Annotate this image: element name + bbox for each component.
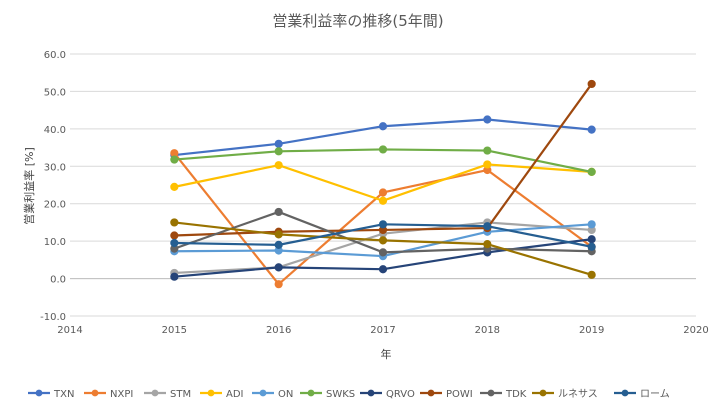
- legend-label: ルネサス: [558, 388, 598, 400]
- legend-swatch-marker: [487, 389, 495, 397]
- data-point: [587, 242, 596, 251]
- data-point: [274, 263, 283, 272]
- axes: -10.0 0.0 10.0 20.0 30.0 40.0 50.0 60.0 2014 2015…: [40, 50, 709, 336]
- x-tick-label: 2019: [579, 325, 604, 336]
- data-point: [170, 218, 179, 227]
- legend: TXN NXPI STM ADI ON SWKS QRVO POWI TDK ルネサス ローム: [28, 388, 670, 400]
- data-point: [274, 207, 283, 217]
- data-point: [587, 220, 596, 229]
- y-tick-label: 50.0: [44, 87, 66, 98]
- data-point: [170, 155, 179, 164]
- legend-item: SWKS: [300, 389, 355, 400]
- x-tick-label: 2020: [683, 325, 708, 336]
- series-ローム: [170, 220, 596, 251]
- data-point: [483, 160, 492, 169]
- legend-item: POWI: [420, 389, 473, 400]
- legend-item: ON: [252, 389, 293, 400]
- data-point: [378, 236, 388, 245]
- x-tick-label: 2018: [475, 325, 500, 336]
- legend-label: POWI: [446, 389, 473, 400]
- y-tick-label: 20.0: [44, 200, 66, 211]
- legend-item: NXPI: [84, 389, 133, 400]
- data-point: [378, 196, 388, 205]
- data-point: [587, 167, 596, 176]
- data-point: [587, 79, 596, 89]
- legend-swatch-marker: [367, 389, 375, 397]
- legend-item: ルネサス: [532, 388, 598, 400]
- data-point: [378, 248, 388, 257]
- data-point: [274, 139, 283, 148]
- x-tick-label: 2014: [57, 325, 82, 336]
- data-point: [274, 147, 283, 156]
- legend-swatch-marker: [35, 389, 43, 397]
- legend-swatch-marker: [427, 389, 435, 397]
- series-POWI: [170, 79, 596, 240]
- data-point: [170, 238, 179, 248]
- legend-swatch-marker: [207, 389, 215, 397]
- x-tick-label: 2017: [370, 325, 395, 336]
- x-axis-label: 年: [381, 347, 392, 361]
- legend-label: ON: [278, 389, 293, 400]
- data-point: [483, 115, 492, 124]
- legend-swatch-marker: [307, 389, 315, 397]
- legend-item: QRVO: [360, 389, 415, 400]
- data-point: [483, 146, 492, 155]
- data-point: [274, 161, 283, 170]
- gridlines: [70, 53, 696, 317]
- y-tick-label: -10.0: [40, 312, 66, 323]
- data-point: [483, 240, 492, 249]
- data-point: [378, 220, 388, 229]
- data-point: [274, 280, 283, 289]
- y-tick-label: 10.0: [44, 237, 66, 248]
- data-point: [378, 188, 388, 197]
- legend-label: QRVO: [386, 389, 415, 400]
- data-point: [587, 235, 596, 244]
- data-point: [587, 125, 596, 134]
- legend-item: STM: [144, 389, 191, 400]
- x-tick-label: 2015: [162, 325, 187, 336]
- legend-swatch-marker: [91, 389, 99, 397]
- data-point: [170, 182, 179, 191]
- legend-swatch-marker: [259, 389, 267, 397]
- legend-item: ローム: [614, 388, 670, 400]
- legend-label: SWKS: [326, 389, 355, 400]
- data-point: [378, 122, 388, 131]
- legend-item: TDK: [480, 389, 527, 400]
- data-point: [378, 265, 388, 274]
- data-point: [483, 222, 492, 231]
- data-point: [170, 272, 179, 281]
- legend-label: ADI: [226, 389, 244, 400]
- y-tick-label: 60.0: [44, 50, 66, 61]
- y-tick-label: 40.0: [44, 125, 66, 136]
- data-point: [274, 240, 283, 249]
- y-axis-label: 営業利益率 [%]: [22, 147, 36, 225]
- data-point: [170, 231, 179, 240]
- legend-item: ADI: [200, 389, 244, 400]
- legend-label: TDK: [505, 389, 527, 400]
- chart-title: 営業利益率の推移(5年間): [272, 12, 443, 30]
- legend-swatch-marker: [539, 389, 547, 397]
- legend-swatch-marker: [151, 389, 159, 397]
- data-point: [274, 230, 283, 239]
- y-tick-label: 30.0: [44, 162, 66, 173]
- series-group: [170, 79, 596, 289]
- legend-label: NXPI: [110, 389, 133, 400]
- data-point: [378, 145, 388, 154]
- data-point: [587, 270, 596, 279]
- x-tick-label: 2016: [266, 325, 291, 336]
- series-ルネサス: [170, 218, 596, 279]
- legend-label: STM: [170, 389, 191, 400]
- legend-label: ローム: [640, 388, 670, 400]
- legend-item: TXN: [28, 389, 74, 400]
- series-SWKS: [170, 145, 596, 176]
- legend-swatch-marker: [621, 389, 629, 397]
- legend-label: TXN: [53, 389, 74, 400]
- y-tick-label: 0.0: [50, 275, 66, 286]
